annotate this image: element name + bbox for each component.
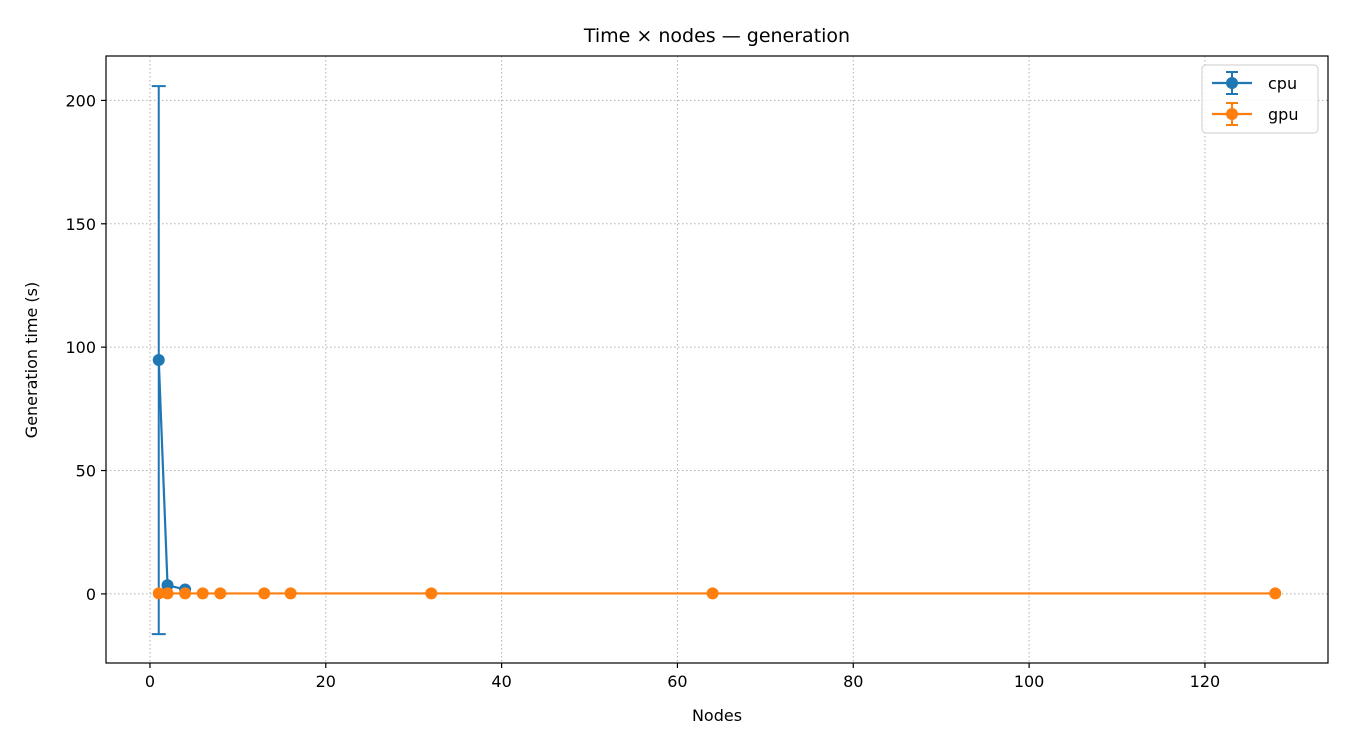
gpu-point [284,587,297,600]
legend-item-gpu: gpu [1212,102,1298,126]
legend-item-cpu: cpu [1212,71,1297,95]
gpu-point [152,587,165,600]
gpu-point [196,587,209,600]
y-tick-label: 100 [65,338,96,357]
gpu-point [706,587,719,600]
plot-series [151,85,1282,636]
legend-label: cpu [1268,74,1297,93]
x-axis-label: Nodes [692,706,742,725]
cpu-point [152,353,165,366]
legend-box [1201,64,1319,134]
gpu-point [161,587,174,600]
x-tick-label: 100 [1014,672,1045,691]
legend-label: gpu [1268,105,1298,124]
y-tick-label: 50 [76,462,96,481]
gpu-point [179,587,192,600]
x-tick-label: 60 [667,672,687,691]
x-tick-label: 40 [491,672,511,691]
x-tick-label: 0 [145,672,155,691]
plot-frame [105,55,1329,664]
gpu-point [1269,587,1282,600]
x-tick-label: 80 [843,672,863,691]
gpu-point [214,587,227,600]
y-tick-label: 0 [86,585,96,604]
axis-ticks: 0 20 40 60 80 100 120 0 50 100 150 200 [65,91,1220,691]
legend-marker [1226,77,1238,89]
grid [106,56,1328,663]
series-gpu [152,587,1282,600]
chart-title: Time × nodes — generation [583,25,850,47]
x-tick-label: 20 [316,672,336,691]
x-tick-label: 120 [1190,672,1221,691]
legend-marker [1226,108,1238,120]
gpu-point [425,587,438,600]
y-tick-label: 200 [65,91,96,110]
y-axis-label: Generation time (s) [22,282,41,438]
gpu-point [258,587,271,600]
y-tick-label: 150 [65,215,96,234]
legend: cpu gpu [1201,64,1319,134]
